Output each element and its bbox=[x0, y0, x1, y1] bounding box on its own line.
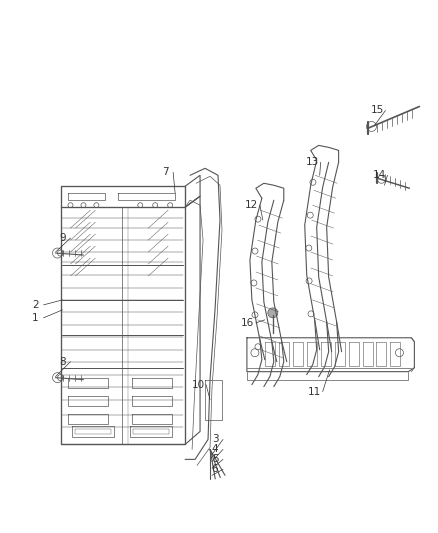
Text: 2: 2 bbox=[32, 300, 39, 310]
Text: 15: 15 bbox=[371, 106, 384, 116]
Text: 6: 6 bbox=[212, 464, 218, 474]
Text: 12: 12 bbox=[245, 200, 258, 210]
Text: 7: 7 bbox=[162, 167, 169, 177]
Text: 11: 11 bbox=[308, 386, 321, 397]
Text: 8: 8 bbox=[59, 357, 66, 367]
Text: 5: 5 bbox=[212, 455, 218, 464]
Text: 16: 16 bbox=[241, 318, 254, 328]
Text: 13: 13 bbox=[306, 157, 319, 167]
Text: 1: 1 bbox=[32, 313, 39, 323]
Text: 3: 3 bbox=[212, 434, 218, 445]
Text: 9: 9 bbox=[59, 233, 66, 243]
Text: 10: 10 bbox=[191, 379, 205, 390]
Text: 14: 14 bbox=[373, 170, 386, 180]
Text: 4: 4 bbox=[212, 445, 218, 455]
Circle shape bbox=[268, 308, 278, 318]
